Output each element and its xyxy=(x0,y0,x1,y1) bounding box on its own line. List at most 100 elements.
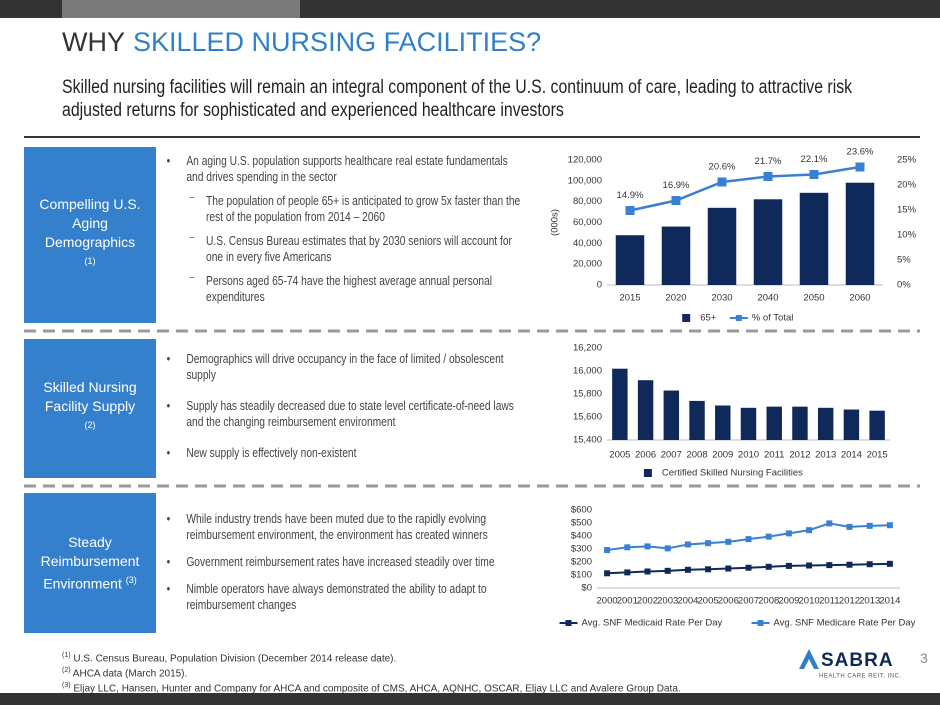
y-tick-label: $600 xyxy=(571,505,592,516)
marker xyxy=(644,543,651,550)
x-tick-label: 2003 xyxy=(657,596,678,607)
x-tick-label: 2010 xyxy=(799,596,820,607)
x-tick-label: 2001 xyxy=(617,596,638,607)
footnote-mark: (3) xyxy=(62,681,71,689)
y-tick-label: $100 xyxy=(571,570,592,581)
x-tick-label: 2009 xyxy=(778,596,799,607)
marker xyxy=(806,562,813,569)
y-tick-label: $0 xyxy=(581,583,592,594)
bar xyxy=(715,405,731,440)
value-label: 22.1% xyxy=(801,154,828,165)
y-tick-label: 80,000 xyxy=(573,196,602,207)
x-tick-label: 2020 xyxy=(665,293,686,304)
bar xyxy=(753,199,783,285)
marker xyxy=(671,196,681,205)
y2-tick-label: 20% xyxy=(897,180,917,191)
value-label: 16.9% xyxy=(663,180,690,191)
x-tick-label: 2002 xyxy=(637,596,658,607)
bottom-bar xyxy=(0,693,940,705)
bar xyxy=(663,390,680,440)
marker xyxy=(846,523,853,530)
legend-label: Avg. SNF Medicaid Rate Per Day xyxy=(582,618,723,629)
chart: 0 20,000 40,000 60,000 80,000 100,000 120,000 0… xyxy=(550,147,917,324)
value-label: 14.9% xyxy=(617,190,644,201)
x-tick-label: 2015 xyxy=(619,293,640,304)
logo: SABRA HEALTH CARE REIT, INC. xyxy=(799,649,901,680)
marker xyxy=(664,567,671,574)
footnote-text: Eljay LLC, Hansen, Hunter and Company fo… xyxy=(73,682,681,694)
logo-mark xyxy=(799,649,819,669)
legend-swatch xyxy=(757,620,764,626)
x-tick-label: 2000 xyxy=(597,596,618,607)
x-tick-label: 2005 xyxy=(609,450,630,461)
legend-swatch xyxy=(735,315,742,321)
y-tick-label: 120,000 xyxy=(568,155,602,166)
sub-bullet: U.S. Census Bureau estimates that by 203… xyxy=(165,230,522,265)
page-number: 3 xyxy=(920,650,928,666)
marker xyxy=(886,560,893,567)
marker xyxy=(765,533,772,540)
y-tick-label: 15,600 xyxy=(573,412,602,423)
marker xyxy=(625,206,635,215)
top-bar-accent xyxy=(62,0,300,18)
y-tick-label: 20,000 xyxy=(573,259,602,270)
legend-label: Certified Skilled Nursing Facilities xyxy=(662,468,803,479)
marker xyxy=(855,162,865,172)
marker xyxy=(664,545,671,552)
y-tick-label: 40,000 xyxy=(573,238,602,249)
x-tick-label: 2014 xyxy=(879,596,900,607)
marker xyxy=(624,544,631,551)
sub-bullet: The population of people 65+ is anticipa… xyxy=(165,190,522,225)
marker xyxy=(866,561,873,568)
bullet-list: Demographics will drive occupancy in the… xyxy=(165,351,522,476)
marker xyxy=(785,562,792,569)
bullet: Demographics will drive occupancy in the… xyxy=(165,351,522,383)
marker xyxy=(809,170,819,179)
y2-tick-label: 5% xyxy=(897,255,911,266)
bullet: Supply has steadily decreased due to sta… xyxy=(165,398,522,430)
bullet: An aging U.S. population supports health… xyxy=(165,153,522,185)
divider xyxy=(24,136,920,138)
y-tick-label: $500 xyxy=(571,518,592,529)
x-tick-label: 2010 xyxy=(738,450,759,461)
y2-tick-label: 25% xyxy=(897,155,917,166)
label-text: Compelling U.S. Aging Demographics xyxy=(39,196,141,251)
x-tick-label: 2011 xyxy=(764,450,784,461)
bar xyxy=(817,407,834,440)
footnote-mark: (2) xyxy=(62,666,71,674)
legend-swatch xyxy=(643,469,652,477)
x-tick-label: 2013 xyxy=(859,596,880,607)
x-tick-label: 2060 xyxy=(849,293,870,304)
footnote-text: U.S. Census Bureau, Population Division … xyxy=(73,653,397,665)
y-tick-label: 16,200 xyxy=(573,343,602,354)
marker xyxy=(846,561,853,568)
y-tick-label: 16,000 xyxy=(573,366,602,377)
x-tick-label: 2012 xyxy=(839,596,860,607)
y-tick-label: $400 xyxy=(571,531,592,542)
x-tick-label: 2013 xyxy=(815,450,836,461)
footnotes: (1) U.S. Census Bureau, Population Divis… xyxy=(62,650,681,694)
bar xyxy=(740,407,757,440)
x-tick-label: 2008 xyxy=(758,596,779,607)
logo-name: SABRA xyxy=(821,650,894,671)
footnote-text: AHCA data (March 2015). xyxy=(72,668,188,680)
marker xyxy=(705,540,712,547)
marker xyxy=(866,522,873,529)
y2-tick-label: 0% xyxy=(897,280,911,291)
x-tick-label: 2008 xyxy=(686,450,707,461)
bar xyxy=(637,380,654,440)
marker xyxy=(725,538,732,545)
section-label: Steady Reimbursement Environment (3) xyxy=(24,493,156,633)
note: (2) xyxy=(84,420,96,431)
x-tick-label: 2012 xyxy=(789,450,810,461)
y-tick-label: $200 xyxy=(571,557,592,568)
bar xyxy=(843,409,860,440)
label-text: Skilled Nursing Facility Supply xyxy=(43,379,137,415)
title: WHY SKILLED NURSING FACILITIES? xyxy=(62,27,541,58)
marker xyxy=(826,562,833,569)
subtitle: Skilled nursing facilities will remain a… xyxy=(62,77,853,121)
x-tick-label: 2030 xyxy=(711,293,732,304)
bar xyxy=(799,192,829,285)
